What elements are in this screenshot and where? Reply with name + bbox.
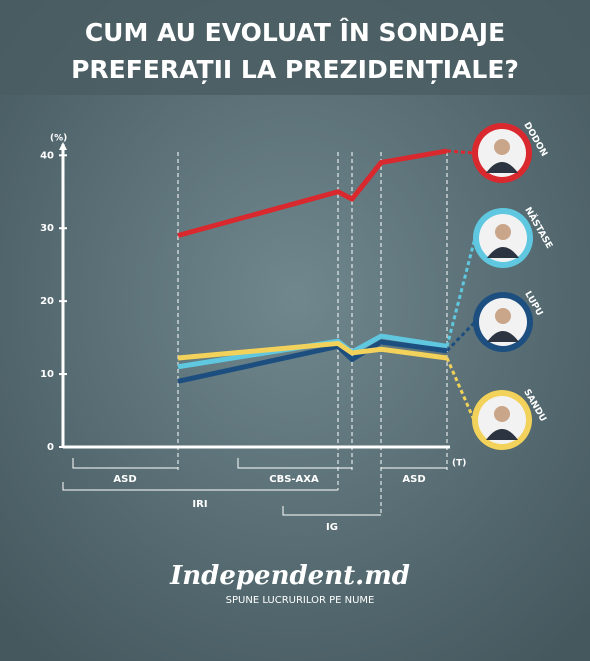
avatar-body: [487, 331, 519, 342]
avatar-head: [495, 308, 511, 324]
y-tick-label: 0: [47, 442, 54, 453]
annotation: IG: [326, 522, 338, 533]
bracket: [72, 458, 178, 469]
avatar-body: [486, 162, 518, 173]
series-line: [177, 339, 448, 384]
avatar-head: [495, 224, 511, 240]
brackets: [62, 458, 447, 516]
annotation: IRI: [192, 499, 207, 510]
annotation: ASD: [402, 474, 425, 485]
y-tick-label: 40: [40, 150, 54, 161]
x-axis-label: (T): [452, 459, 466, 469]
avatar-body: [486, 429, 518, 440]
avatar-head: [494, 406, 510, 422]
connector: [445, 357, 476, 421]
chart-title: PREFERAȚII LA PREZIDENȚIALE?: [71, 55, 519, 84]
y-tick-label: 20: [40, 296, 54, 307]
annotation: CBS-AXA: [269, 474, 319, 485]
y-tick-label: 10: [40, 369, 54, 380]
series-line: [177, 148, 448, 238]
y-axis-label: (%): [50, 134, 67, 144]
connector: [446, 149, 475, 155]
title-banner: [0, 0, 590, 95]
chart-title: CUM AU EVOLUAT ÎN SONDAJE: [85, 18, 505, 47]
y-axis-arrow: [59, 142, 67, 150]
bracket: [237, 458, 352, 469]
bracket: [282, 506, 381, 516]
avatar-head: [494, 139, 510, 155]
slogan: SPUNE LUCRURILOR PE NUME: [226, 595, 375, 606]
bracket: [62, 482, 338, 491]
connector: [445, 237, 477, 347]
poll-dividers: [177, 152, 448, 515]
y-tick-label: 30: [40, 223, 54, 234]
avatar-body: [487, 247, 519, 258]
series-line: [177, 340, 448, 361]
annotation: ASD: [113, 474, 136, 485]
logo: Independent.md: [169, 561, 410, 591]
